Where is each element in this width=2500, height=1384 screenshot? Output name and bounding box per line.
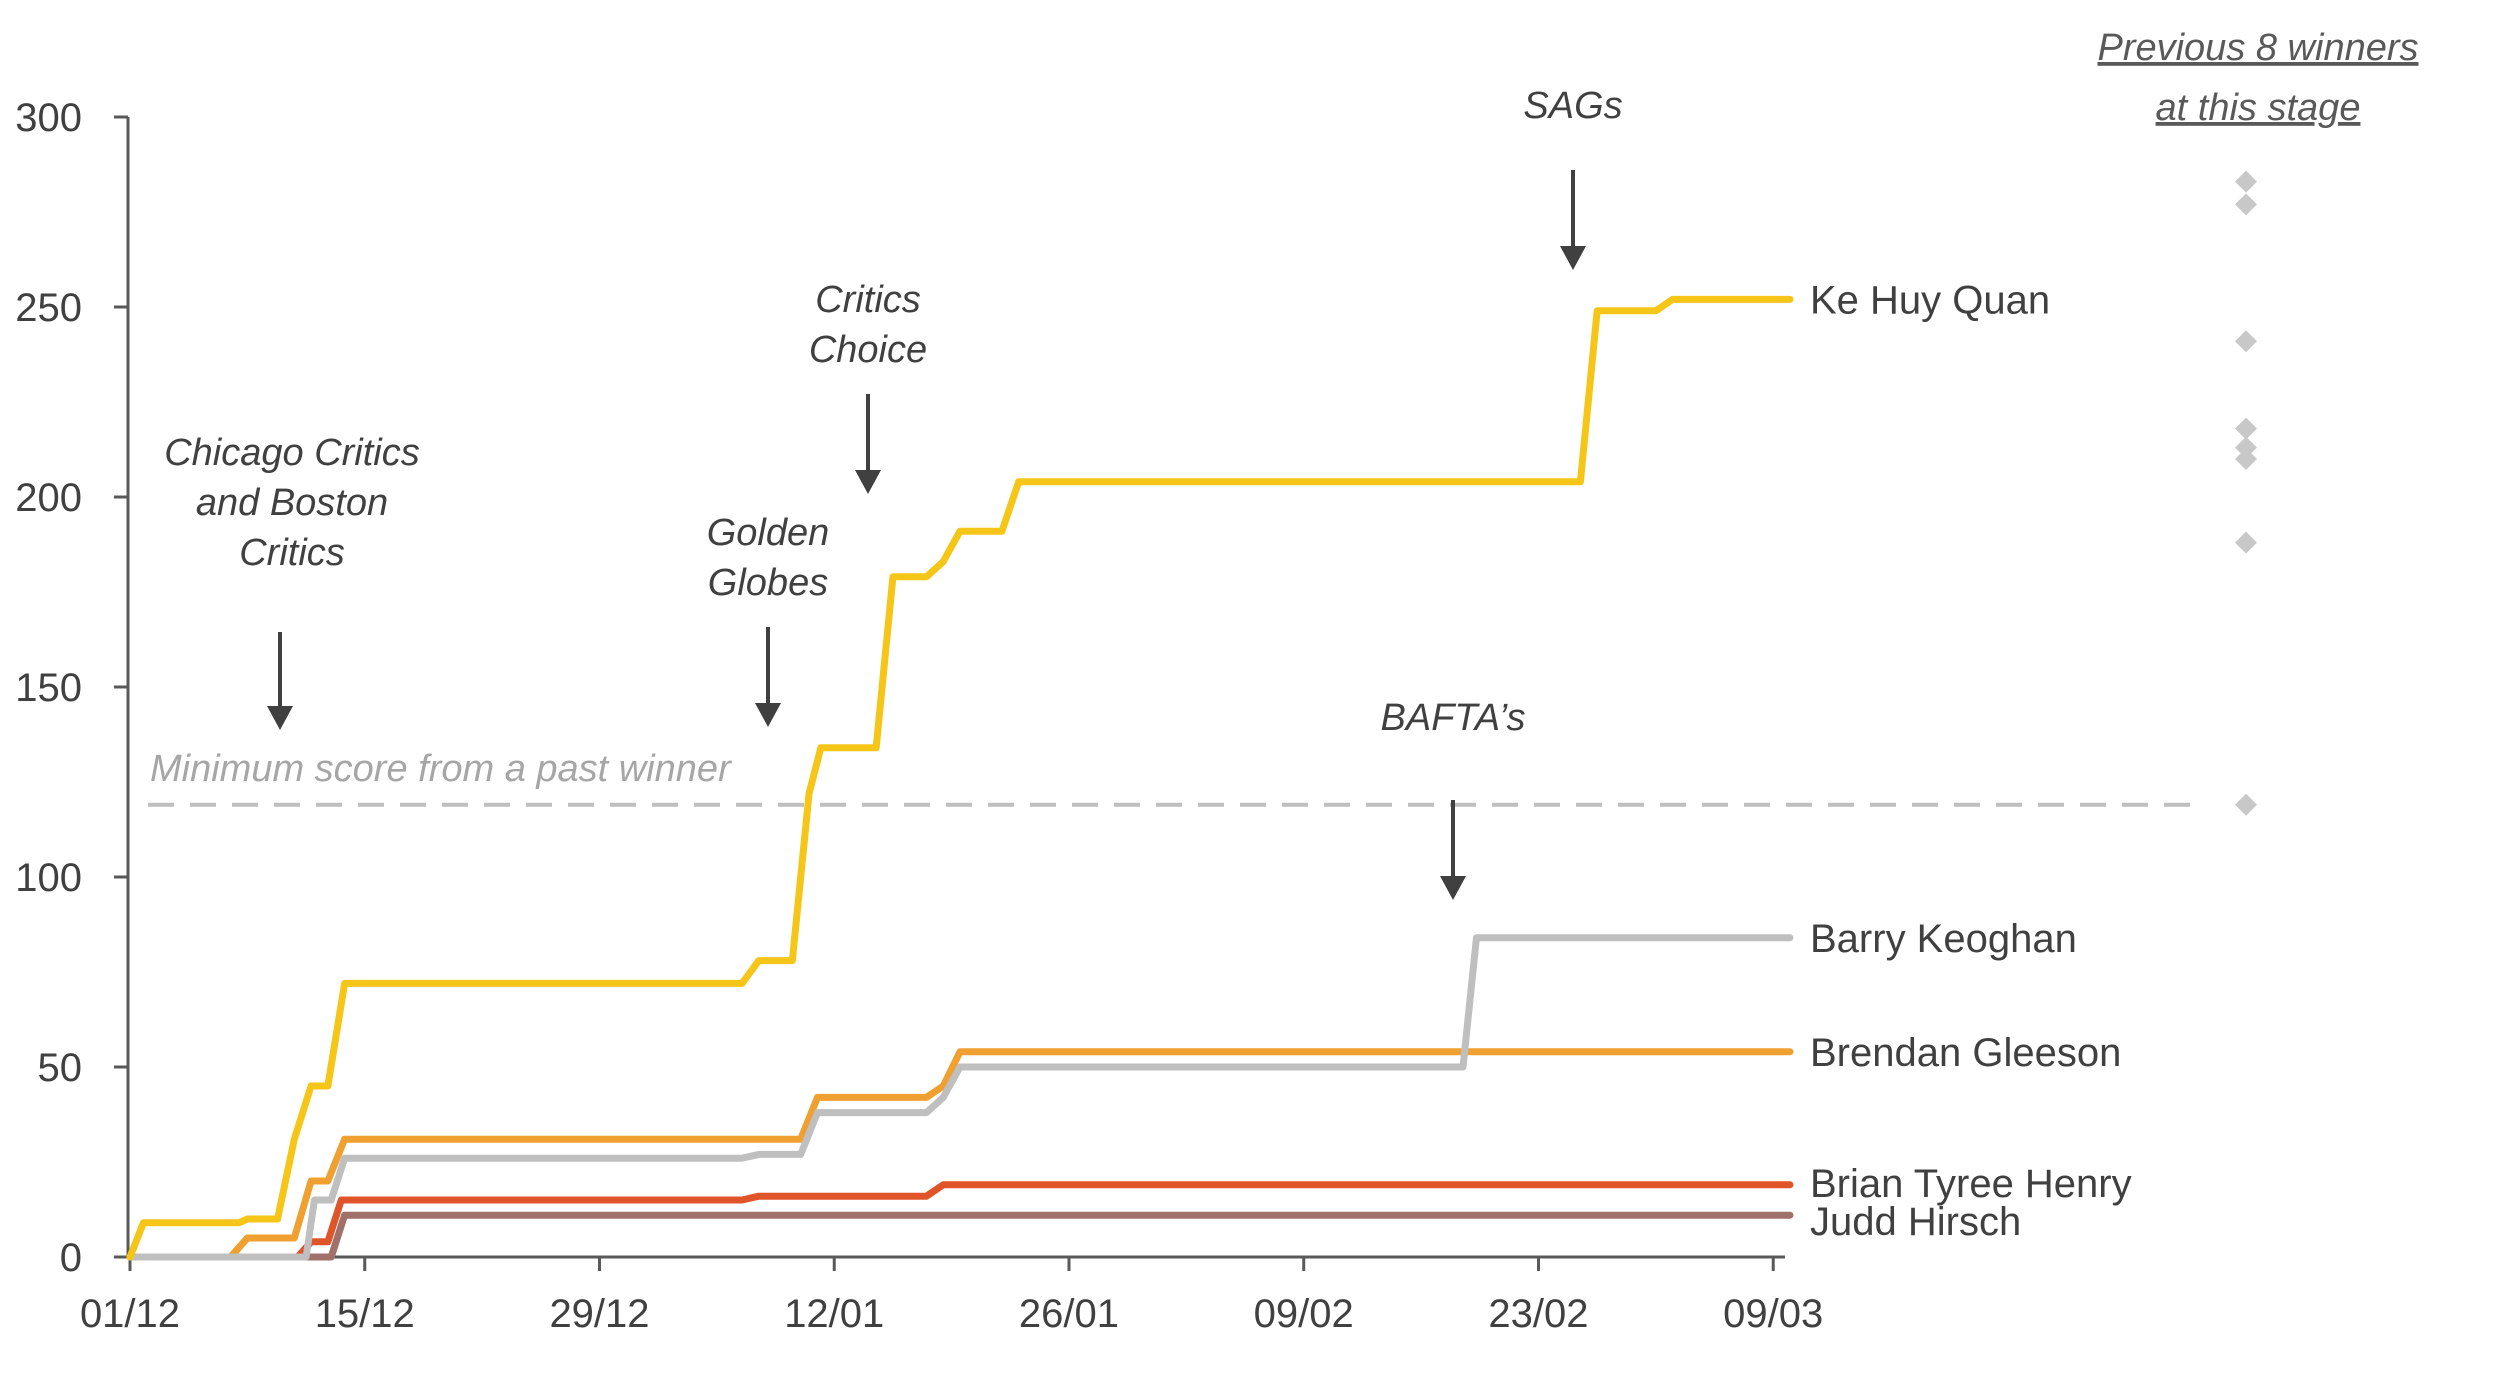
previous-winner-marker [2235, 793, 2257, 816]
y-tick-label: 250 [15, 286, 82, 330]
y-tick-label: 50 [38, 1046, 83, 1090]
x-tick-label: 12/01 [784, 1292, 884, 1336]
annotation-baftas: BAFTA’s [1381, 697, 1526, 900]
y-tick-label: 200 [15, 476, 82, 520]
annotation-text: Critics [815, 279, 921, 321]
previous-winner-marker [2235, 330, 2257, 353]
x-tick-label: 15/12 [315, 1292, 415, 1336]
annotation-arrow-head [855, 470, 881, 494]
y-tick-label: 150 [15, 666, 82, 710]
x-tick-label: 01/12 [80, 1292, 180, 1336]
threshold: Minimum score from a past winner [148, 748, 2200, 807]
previous-winners-title: Previous 8 winners [2097, 27, 2418, 69]
series-label-brendan-gleeson: Brendan Gleeson [1810, 1031, 2121, 1075]
series-line-judd-hirsch [126, 1211, 1794, 1261]
y-tick-label: 300 [15, 96, 82, 140]
x-axis-ticks: 01/12 15/12 29/12 12/01 26/01 09/02 23/02 09/03 [80, 1257, 1823, 1336]
annotation-arrow-head [1560, 246, 1586, 270]
annotation-text: and Boston [196, 482, 388, 524]
previous-winner-marker [2235, 448, 2257, 470]
previous-winner-marker [2235, 170, 2257, 193]
annotation-text: Golden [707, 512, 830, 554]
previous-winner-marker [2235, 436, 2257, 459]
series-line-brian-tyree-henry [126, 1181, 1794, 1261]
annotation-sags: SAGs [1523, 85, 1623, 270]
annotation-text: Chicago Critics [164, 432, 420, 474]
series-label-ke-huy-quan: Ke Huy Quan [1810, 278, 2050, 322]
event-annotations: Chicago Critics and Boston Critics Golden Gl… [164, 85, 1623, 900]
annotation-text: Critics [239, 532, 345, 574]
series-labels: Ke Huy Quan Barry Keoghan Brendan Gleeson B… [1810, 278, 2132, 1244]
previous-winner-marker [2235, 193, 2257, 216]
series-line-ke-huy-quan [126, 295, 1794, 1261]
series-label-barry-keoghan: Barry Keoghan [1810, 917, 2077, 961]
series-label-brian-tyree-henry: Brian Tyree Henry [1810, 1162, 2132, 1206]
threshold-label: Minimum score from a past winner [150, 748, 732, 790]
series-line-barry-keoghan [126, 934, 1794, 1261]
annotation-arrow-head [1440, 876, 1466, 900]
x-tick-label: 09/02 [1254, 1292, 1354, 1336]
annotation-arrow-head [755, 703, 781, 727]
annotation-text: Globes [708, 562, 828, 604]
annotation-chicago-boston: Chicago Critics and Boston Critics [164, 432, 420, 730]
annotation-arrow-head [267, 706, 293, 730]
annotation-text: BAFTA’s [1381, 697, 1526, 739]
previous-winner-marker [2235, 531, 2257, 554]
annotation-text: SAGs [1523, 85, 1622, 127]
previous-winners-subtitle: at this stage [2156, 87, 2361, 129]
x-tick-label: 09/03 [1723, 1292, 1823, 1336]
x-tick-label: 29/12 [549, 1292, 649, 1336]
axes [126, 117, 1785, 1259]
y-tick-label: 100 [15, 856, 82, 900]
x-tick-label: 23/02 [1488, 1292, 1588, 1336]
annotation-text: Choice [809, 329, 927, 371]
annotation-critics-choice: Critics Choice [809, 279, 927, 494]
previous-winner-marker [2235, 417, 2257, 440]
annotation-golden-globes: Golden Globes [707, 512, 830, 727]
series-label-judd-hirsch: Judd Hirsch [1810, 1200, 2021, 1244]
previous-winners: Previous 8 winners at this stage [2097, 27, 2419, 816]
y-tick-label: 0 [60, 1236, 82, 1280]
y-axis-ticks: 0 50 100 150 200 250 300 [15, 96, 128, 1280]
series-line-brendan-gleeson [126, 1048, 1794, 1261]
series-lines [126, 295, 1794, 1261]
x-tick-label: 26/01 [1019, 1292, 1119, 1336]
